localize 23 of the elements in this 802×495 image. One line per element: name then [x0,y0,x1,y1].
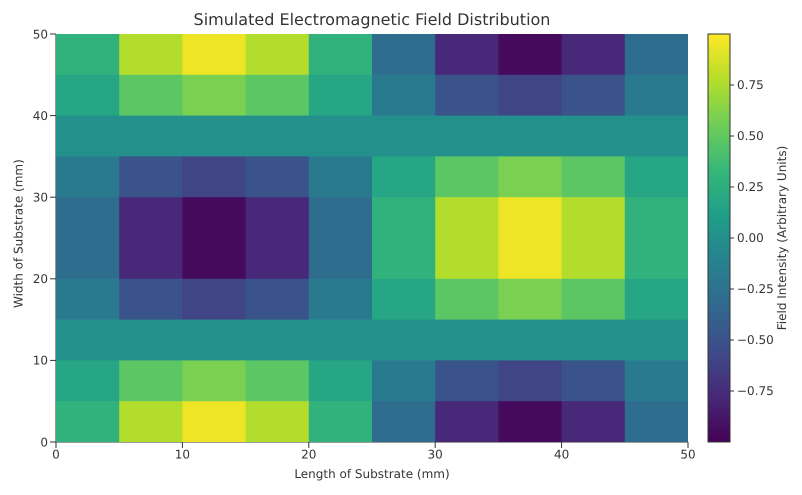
y-tick-label: 30 [32,190,48,204]
color-bar-label: −0.50 [737,333,774,347]
x-tick-label: 10 [174,448,190,462]
x-tick-label: 30 [428,448,443,462]
y-tick-label: 50 [32,27,48,42]
y-axis-title: Width of Substrate (mm) [11,159,26,308]
x-tick-label: 20 [301,448,316,462]
color-bar-title: Field Intensity (Arbitrary Units) [775,146,789,330]
color-bar-label: 0.50 [737,129,764,143]
color-bar-label: 0.75 [737,78,764,92]
color-bar-label: −0.25 [737,282,774,296]
x-tick-label: 0 [52,448,60,462]
chart-title: Simulated Electromagnetic Field Distribution [192,10,552,29]
color-bar-label: −0.75 [737,384,774,398]
color-bar-label: 0.00 [737,231,764,245]
y-tick-label: 40 [32,108,48,123]
x-tick-label: 50 [680,448,696,462]
color-bar-label: 0.25 [737,180,764,194]
y-tick-label: 20 [32,272,48,286]
x-tick-label: 40 [554,448,570,462]
x-axis-title: Length of Substrate (mm) [294,467,450,481]
y-tick-label: 0 [40,435,48,450]
y-tick-label: 10 [32,354,48,368]
